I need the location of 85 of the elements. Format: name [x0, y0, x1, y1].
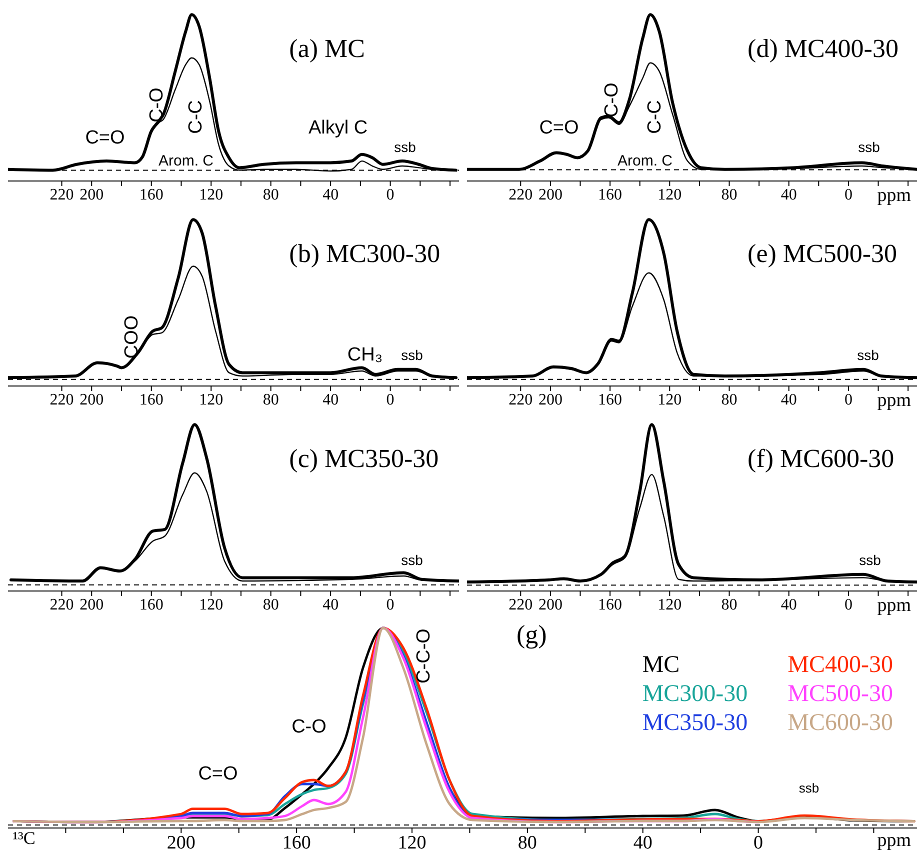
annotation: ssb	[859, 552, 881, 568]
x-tick-label: 120	[199, 596, 224, 614]
annotation: ssb	[798, 780, 820, 796]
x-tick-label: 160	[598, 391, 622, 408]
x-tick-label: 120	[199, 186, 224, 204]
x-tick-label: 80	[721, 596, 738, 614]
annotation: Alkyl C	[308, 118, 368, 138]
x-tick-label: 0	[386, 186, 394, 204]
x-tick-label: 220	[50, 186, 74, 204]
x-tick-label: 220	[50, 391, 74, 408]
annotation: C-C-O	[414, 628, 434, 684]
x-tick-label: 120	[658, 186, 682, 204]
annotation: C=O	[85, 128, 125, 148]
x-tick-label: 80	[262, 596, 279, 614]
annotation: CH₃	[347, 344, 383, 366]
annotation: C-C	[186, 100, 206, 134]
x-axis-title: ppm	[877, 830, 911, 852]
x-tick-label: 120	[398, 832, 426, 852]
x-tick-label: 200	[80, 186, 104, 204]
x-tick-label: 0	[386, 596, 394, 614]
annotation: ¹³C	[12, 828, 36, 848]
chart-title: (g)	[516, 620, 547, 650]
x-tick-label: 160	[598, 186, 622, 204]
x-tick-label: 0	[754, 832, 764, 852]
x-tick-label: 40	[780, 186, 797, 204]
x-tick-label: 80	[721, 186, 738, 204]
x-tick-label: 160	[282, 832, 311, 852]
x-tick-label: 200	[80, 596, 104, 614]
x-tick-label: 0	[844, 596, 852, 614]
x-axis-title: ppm	[877, 185, 911, 207]
text: MC300-30	[642, 681, 748, 708]
annotation: Arom. C	[158, 152, 214, 170]
text: MC400-30	[788, 652, 893, 679]
text: (a) MC	[289, 34, 365, 64]
x-tick-label: 160	[139, 391, 164, 408]
x-tick-label: 40	[780, 391, 797, 408]
x-tick-label: 200	[538, 186, 562, 204]
x-tick-label: 40	[780, 596, 797, 614]
x-tick-label: 160	[139, 596, 164, 614]
x-tick-label: 120	[658, 391, 682, 408]
x-tick-label: 80	[518, 832, 537, 852]
text: (e) MC500-30	[748, 239, 898, 269]
text: (d) MC400-30	[748, 34, 898, 64]
x-tick-label: 120	[658, 596, 682, 614]
text: (f) MC600-30	[748, 444, 894, 474]
annotation: ssb	[857, 347, 879, 363]
x-tick-label: 200	[166, 832, 196, 852]
x-tick-label: 40	[322, 391, 339, 408]
x-tick-label: 200	[538, 596, 562, 614]
text: MC500-30	[788, 681, 893, 708]
x-tick-label: 40	[322, 596, 339, 614]
x-tick-label: 0	[844, 186, 852, 204]
text: (b) MC300-30	[289, 239, 440, 269]
x-tick-label: 80	[262, 186, 279, 204]
text: MC600-30	[788, 710, 893, 737]
text: MC	[642, 652, 681, 679]
x-tick-label: 0	[844, 391, 852, 408]
x-tick-label: 220	[50, 596, 74, 614]
x-tick-label: 160	[139, 186, 164, 204]
annotation: Arom. C	[617, 152, 673, 170]
x-axis-title: ppm	[877, 595, 911, 617]
annotation: C-O	[602, 82, 622, 118]
x-tick-label: 80	[721, 391, 738, 408]
x-tick-label: 40	[633, 832, 652, 852]
annotation: ssb	[858, 139, 880, 155]
annotation: ssb	[394, 139, 416, 155]
x-tick-label: 200	[538, 391, 562, 408]
x-tick-label: 220	[508, 391, 533, 408]
annotation: C-C	[644, 100, 666, 134]
x-tick-label: 160	[598, 596, 622, 614]
x-tick-label: 0	[386, 391, 394, 408]
x-tick-label: 220	[508, 596, 533, 614]
x-tick-label: 120	[199, 391, 224, 408]
x-tick-label: 40	[322, 186, 339, 204]
annotation: ssb	[401, 347, 423, 363]
annotation: ssb	[401, 552, 423, 568]
x-axis-title: ppm	[877, 390, 911, 412]
annotation: C=O	[539, 118, 579, 138]
x-tick-label: 80	[262, 391, 279, 408]
text: MC350-30	[642, 710, 748, 737]
text: (c) MC350-30	[289, 444, 439, 474]
annotation: C=O	[198, 764, 238, 784]
x-tick-label: 220	[508, 186, 533, 204]
annotation: C-O	[292, 716, 326, 738]
x-tick-label: 200	[80, 391, 104, 408]
